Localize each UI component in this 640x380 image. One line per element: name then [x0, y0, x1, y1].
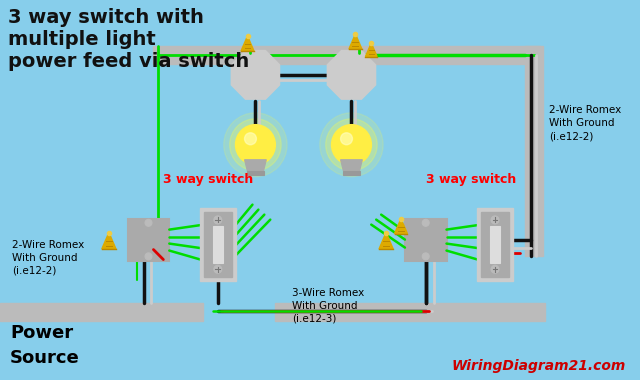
Circle shape	[491, 216, 499, 224]
Circle shape	[244, 133, 257, 145]
Bar	[128, 218, 170, 261]
Text: 3 way switch: 3 way switch	[426, 173, 516, 186]
Circle shape	[236, 125, 275, 165]
Circle shape	[340, 133, 353, 145]
Circle shape	[145, 253, 152, 260]
Bar	[275, 304, 545, 321]
Text: 2-Wire Romex
With Ground
(i.e12-2): 2-Wire Romex With Ground (i.e12-2)	[12, 239, 84, 276]
Circle shape	[224, 113, 287, 177]
Circle shape	[214, 265, 222, 273]
Bar	[490, 226, 500, 263]
Circle shape	[214, 216, 222, 224]
Polygon shape	[232, 51, 279, 99]
Polygon shape	[365, 43, 377, 57]
Bar	[200, 208, 236, 281]
Bar	[247, 171, 264, 175]
Bar	[525, 46, 543, 256]
Circle shape	[422, 219, 429, 226]
Polygon shape	[379, 233, 393, 249]
Polygon shape	[244, 160, 266, 171]
Bar	[213, 226, 223, 263]
Bar	[481, 212, 509, 277]
Circle shape	[422, 253, 429, 260]
Bar	[477, 208, 513, 281]
Text: power feed via switch: power feed via switch	[8, 52, 249, 71]
Bar	[405, 218, 447, 261]
Text: 3 way switch: 3 way switch	[163, 173, 253, 186]
Bar	[0, 304, 203, 321]
Text: 2-Wire Romex
With Ground
(i.e12-2): 2-Wire Romex With Ground (i.e12-2)	[550, 105, 621, 141]
Bar	[343, 171, 360, 175]
Polygon shape	[340, 160, 362, 171]
Circle shape	[326, 119, 377, 171]
Text: 3-Wire Romex
With Ground
(i.e12-3): 3-Wire Romex With Ground (i.e12-3)	[292, 288, 364, 324]
Polygon shape	[241, 36, 254, 51]
Text: multiple light: multiple light	[8, 30, 156, 49]
Circle shape	[230, 119, 281, 171]
Bar	[154, 46, 540, 64]
Bar	[204, 212, 232, 277]
Circle shape	[332, 125, 371, 165]
Text: 3 way switch with: 3 way switch with	[8, 8, 204, 27]
Polygon shape	[102, 233, 116, 249]
Circle shape	[320, 113, 383, 177]
Text: Power
Source: Power Source	[10, 325, 79, 367]
Circle shape	[491, 265, 499, 273]
Circle shape	[145, 219, 152, 226]
Polygon shape	[328, 51, 375, 99]
Polygon shape	[349, 34, 362, 49]
Polygon shape	[394, 218, 408, 234]
Text: WiringDiagram21.com: WiringDiagram21.com	[451, 359, 626, 374]
